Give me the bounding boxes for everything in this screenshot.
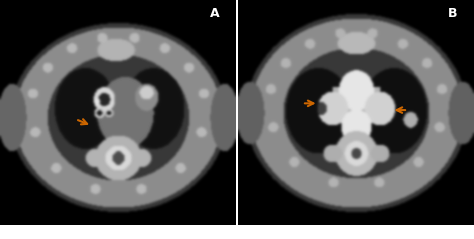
Text: A: A — [210, 7, 219, 20]
Text: B: B — [448, 7, 457, 20]
